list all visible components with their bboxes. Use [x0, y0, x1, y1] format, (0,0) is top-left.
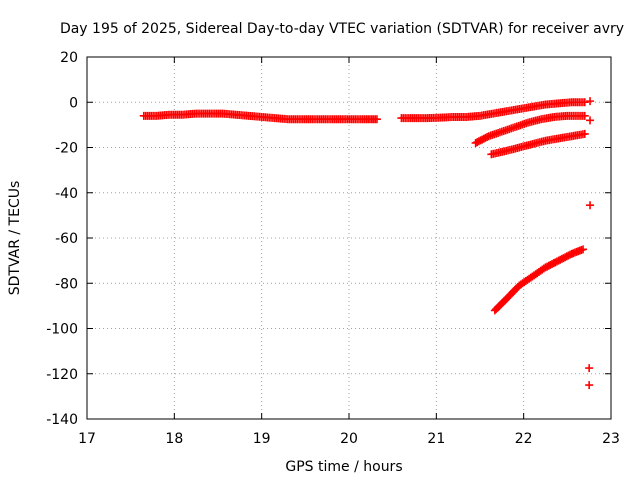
data-points — [139, 97, 595, 390]
data-point — [585, 381, 594, 390]
y-axis-title: SDTVAR / TECUs — [7, 181, 23, 296]
data-point — [586, 97, 595, 106]
x-tick-label: 22 — [515, 431, 533, 447]
data-point — [372, 115, 381, 124]
x-tick-label: 21 — [427, 431, 445, 447]
x-tick-label: 23 — [602, 431, 620, 447]
data-point — [483, 133, 492, 142]
x-axis-title: GPS time / hours — [285, 459, 402, 475]
tick-labels: 17 18 19 20 21 22 23 -140 -120 -100 -80 -60 -40 -20 0 2… — [46, 50, 620, 447]
y-tick-label: 0 — [69, 95, 78, 111]
y-tick-label: -60 — [55, 231, 78, 247]
x-tick-label: 17 — [78, 431, 96, 447]
y-tick-label: -140 — [46, 412, 78, 428]
axis-ticks — [86, 56, 612, 420]
data-point — [586, 116, 595, 125]
y-tick-label: -80 — [55, 276, 78, 292]
data-point — [585, 364, 594, 373]
data-point — [586, 201, 595, 210]
x-tick-label: 20 — [340, 431, 358, 447]
chart-title: Day 195 of 2025, Sidereal Day-to-day VTE… — [60, 21, 624, 37]
y-tick-label: -40 — [55, 186, 78, 202]
y-tick-label: -20 — [55, 141, 78, 157]
y-tick-label: -120 — [46, 367, 78, 383]
x-tick-label: 19 — [253, 431, 271, 447]
data-point — [580, 111, 589, 120]
y-tick-label: 20 — [60, 50, 78, 66]
x-tick-label: 18 — [165, 431, 183, 447]
data-point — [580, 129, 589, 138]
data-point — [580, 98, 589, 107]
data-point — [579, 245, 588, 254]
y-tick-label: -100 — [46, 322, 78, 338]
